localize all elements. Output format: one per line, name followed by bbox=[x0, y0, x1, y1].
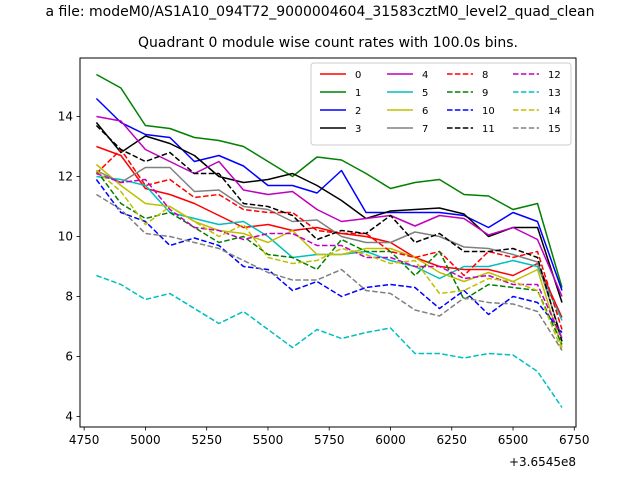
x-tick-label: 5000 bbox=[130, 433, 161, 447]
series-line-1 bbox=[96, 73, 563, 288]
legend-box bbox=[310, 62, 572, 146]
x-axis-ticks: 4750 5000 5250 5500 5750 6000 6250 6500 6750 bbox=[69, 427, 590, 447]
x-tick-label: 5250 bbox=[191, 433, 222, 447]
legend-label-1: 1 bbox=[355, 88, 361, 99]
x-tick-label: 6750 bbox=[559, 433, 590, 447]
legend-label-8: 8 bbox=[482, 70, 488, 81]
y-tick-label: 8 bbox=[65, 290, 73, 304]
legend-label-7: 7 bbox=[422, 124, 428, 135]
series-line-2 bbox=[95, 97, 563, 291]
y-tick-label: 6 bbox=[65, 350, 73, 364]
series-line-8 bbox=[95, 148, 563, 330]
legend-label-3: 3 bbox=[355, 124, 361, 135]
y-tick-label: 4 bbox=[65, 410, 73, 424]
legend-label-10: 10 bbox=[482, 106, 495, 117]
y-tick-label: 12 bbox=[58, 170, 73, 184]
y-axis-ticks: 4 6 8 10 12 14 bbox=[58, 110, 80, 424]
legend-label-9: 9 bbox=[482, 88, 488, 99]
x-tick-label: 4750 bbox=[69, 433, 100, 447]
legend-label-11: 11 bbox=[482, 124, 495, 135]
series-line-10 bbox=[95, 179, 563, 333]
legend-label-12: 12 bbox=[548, 70, 561, 81]
x-tick-label: 6500 bbox=[498, 433, 529, 447]
legend-label-2: 2 bbox=[355, 106, 361, 117]
x-axis-offset-label: +3.6545e8 bbox=[509, 455, 576, 469]
series-line-0 bbox=[96, 145, 563, 318]
legend-label-4: 4 bbox=[422, 70, 428, 81]
series-line-6 bbox=[95, 163, 563, 348]
y-tick-label: 14 bbox=[58, 110, 73, 124]
series-lines bbox=[95, 73, 563, 408]
figure-suptitle: a file: modeM0/AS1A10_094T72_9000004604_… bbox=[45, 4, 595, 20]
series-line-14 bbox=[95, 169, 563, 351]
series-line-13 bbox=[96, 274, 563, 408]
legend-label-15: 15 bbox=[548, 124, 561, 135]
axes-frame bbox=[79, 57, 577, 428]
x-tick-label: 6250 bbox=[436, 433, 467, 447]
series-line-4 bbox=[96, 115, 563, 297]
legend-label-13: 13 bbox=[548, 88, 561, 99]
x-tick-label: 6000 bbox=[375, 433, 406, 447]
legend-label-6: 6 bbox=[422, 106, 428, 117]
series-line-12 bbox=[96, 172, 563, 339]
x-tick-label: 5750 bbox=[314, 433, 345, 447]
series-line-7 bbox=[96, 166, 563, 339]
series-line-15 bbox=[96, 193, 563, 351]
legend-label-5: 5 bbox=[422, 88, 428, 99]
chart-title: Quadrant 0 module wise count rates with … bbox=[138, 35, 518, 51]
y-tick-label: 10 bbox=[58, 230, 73, 244]
legend-label-14: 14 bbox=[548, 106, 561, 117]
series-line-11 bbox=[95, 124, 563, 342]
series-line-9 bbox=[95, 170, 563, 345]
x-tick-label: 5500 bbox=[253, 433, 284, 447]
legend-label-0: 0 bbox=[355, 70, 361, 81]
